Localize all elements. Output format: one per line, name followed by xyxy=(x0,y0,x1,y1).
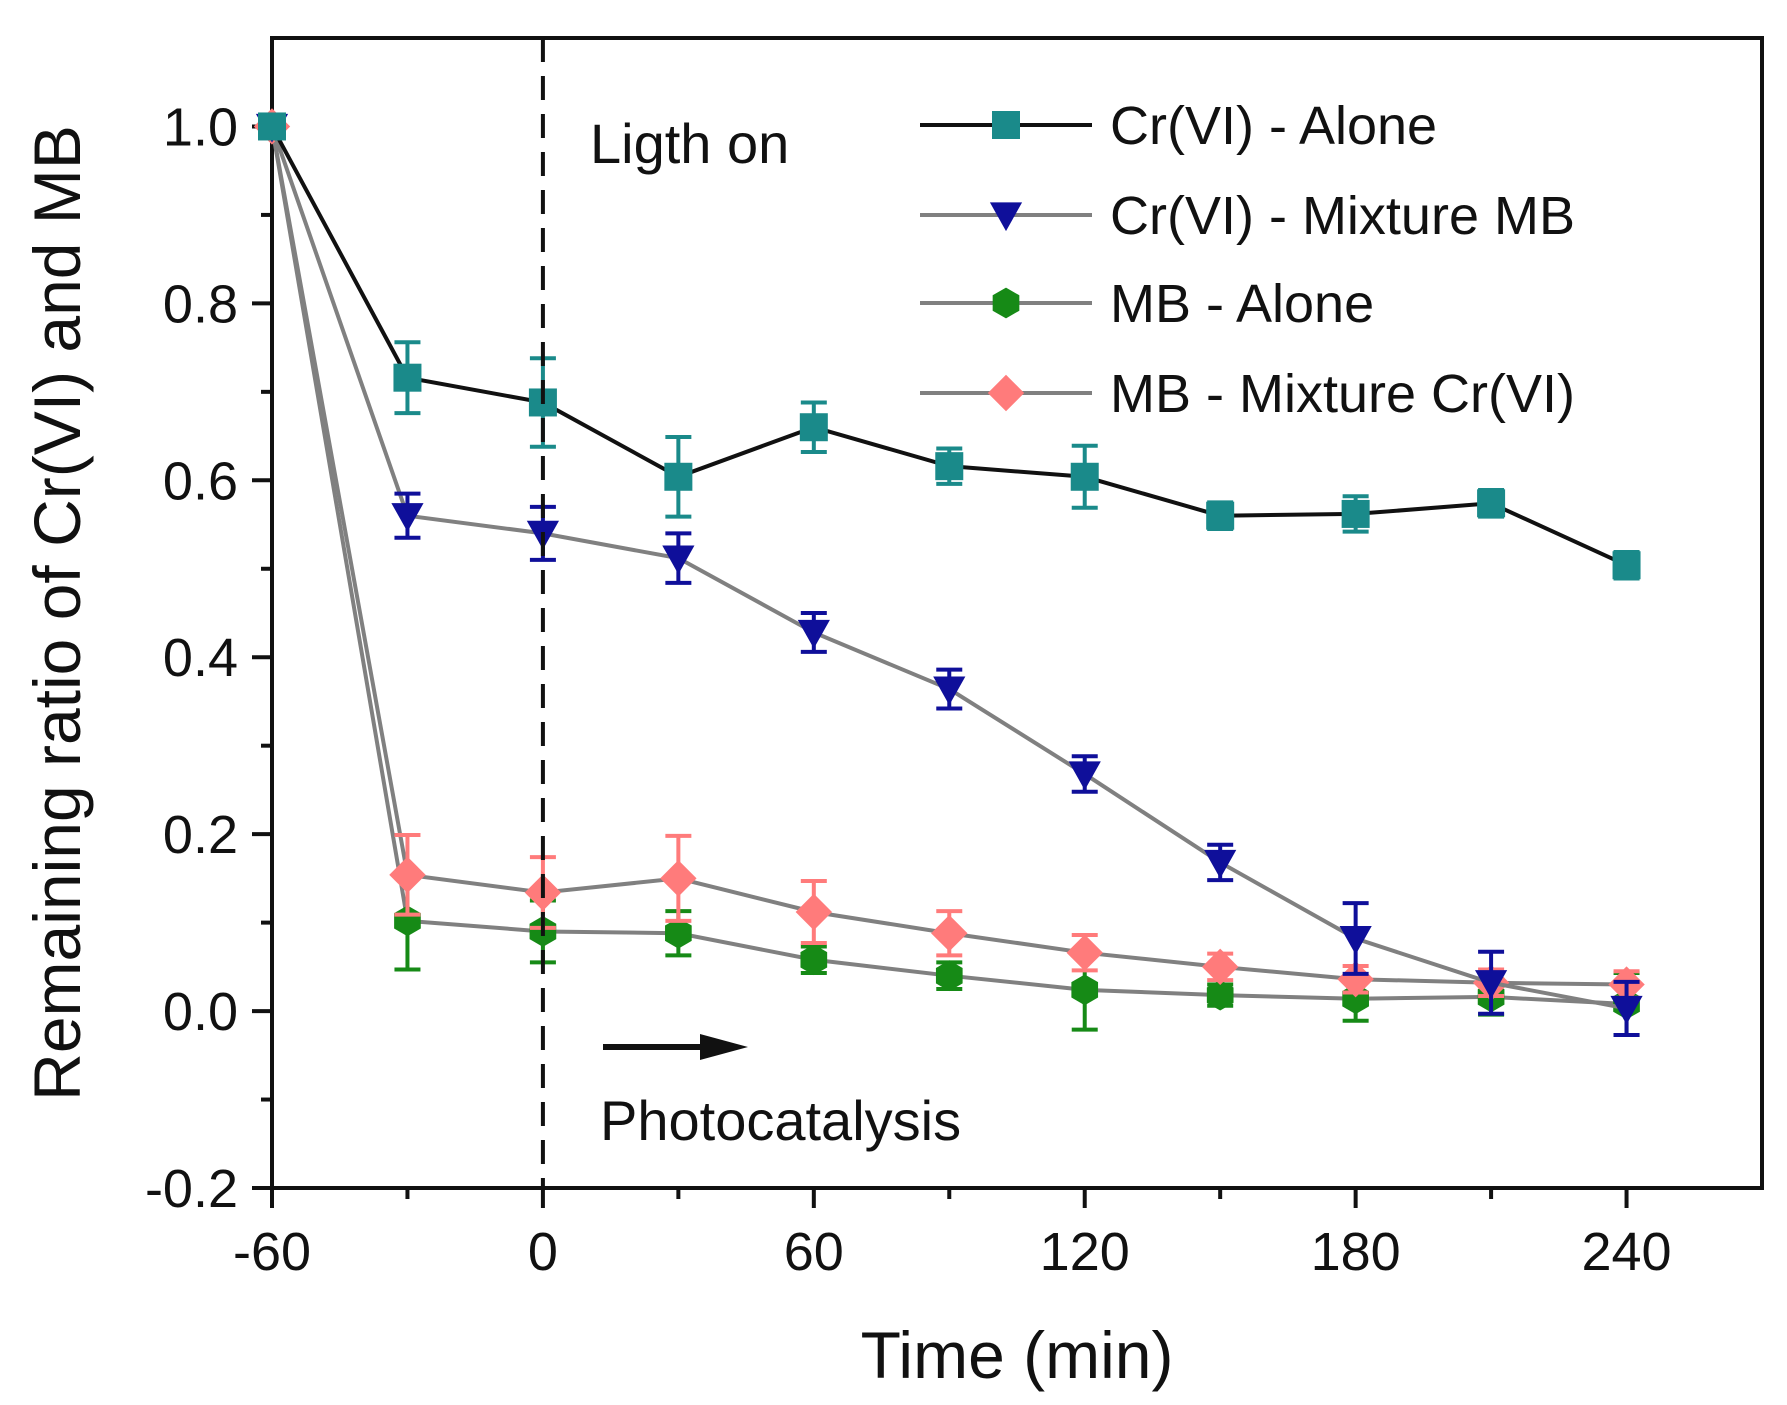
data-point xyxy=(1206,979,1234,1011)
data-point xyxy=(800,944,828,976)
x-tick-label: -60 xyxy=(233,1222,311,1282)
legend-marker xyxy=(992,287,1020,319)
data-point xyxy=(1341,499,1370,528)
data-point xyxy=(1337,961,1374,998)
data-point xyxy=(1066,934,1103,971)
legend-marker xyxy=(992,111,1020,139)
legend: Cr(VI) - Alone Cr(VI) - Mixture MB MB - Al… xyxy=(920,96,1575,424)
series-line xyxy=(270,126,1627,987)
axes: -60 0 60 120 180 240 -0.2 0.0 0.2 0.4 0.6 0.8 1.0 Tim… xyxy=(20,36,1764,1392)
data-point xyxy=(662,545,695,575)
data-point xyxy=(1071,974,1099,1006)
data-point xyxy=(1610,995,1643,1025)
data-point xyxy=(389,856,426,894)
data-point xyxy=(931,915,968,952)
x-tick-label: 60 xyxy=(784,1222,844,1282)
legend-item-2: MB - Alone xyxy=(920,274,1374,334)
y-tick-label: 0.4 xyxy=(163,628,238,688)
series-0 xyxy=(258,112,1641,581)
data-point xyxy=(1068,761,1101,791)
annotation-photocatalysis: Photocatalysis xyxy=(600,1089,961,1152)
data-point xyxy=(664,462,693,491)
data-point xyxy=(1206,501,1235,530)
annotation-light-on: Ligth on xyxy=(590,112,789,175)
x-tick-label: 120 xyxy=(1040,1222,1130,1282)
y-tick-label: 0.2 xyxy=(163,805,238,865)
data-point xyxy=(1477,489,1506,518)
x-tick-label: 240 xyxy=(1581,1222,1671,1282)
x-tick-label: 180 xyxy=(1311,1222,1401,1282)
legend-item-3: MB - Mixture Cr(VI) xyxy=(920,364,1575,424)
legend-marker xyxy=(987,374,1025,412)
series-line xyxy=(270,125,1627,1011)
data-point xyxy=(1612,551,1641,580)
data-point xyxy=(258,112,286,141)
y-tick-label: 1.0 xyxy=(163,97,238,157)
legend-label: MB - Mixture Cr(VI) xyxy=(1110,364,1575,424)
data-point xyxy=(391,503,424,532)
x-axis-title: Time (min) xyxy=(861,1318,1174,1392)
arrow-head xyxy=(700,1034,748,1060)
y-tick-label: -0.2 xyxy=(145,1159,238,1219)
data-point xyxy=(795,893,833,931)
data-point xyxy=(933,676,966,706)
legend-label: Cr(VI) - Mixture MB xyxy=(1110,186,1575,246)
plot-frame xyxy=(270,36,1764,1190)
data-point xyxy=(1070,462,1099,491)
data-point xyxy=(1204,849,1237,879)
y-tick-label: 0.6 xyxy=(163,451,238,511)
data-point xyxy=(935,960,963,992)
data-point xyxy=(797,619,830,649)
data-point xyxy=(1339,925,1372,955)
legend-marker xyxy=(989,202,1023,232)
data-point xyxy=(1474,970,1508,999)
data-point xyxy=(393,363,422,392)
y-tick-label: 0.8 xyxy=(163,274,238,334)
legend-item-1: Cr(VI) - Mixture MB xyxy=(920,186,1575,246)
annotations: Ligth on Photocatalysis xyxy=(540,38,961,1188)
x-tick-label: 0 xyxy=(528,1222,558,1282)
data-point xyxy=(660,860,697,897)
series-layer xyxy=(253,108,1645,1037)
y-tick-label: 0.0 xyxy=(163,982,238,1042)
series-2 xyxy=(258,111,1640,1037)
legend-label: MB - Alone xyxy=(1110,274,1374,334)
data-point xyxy=(799,413,828,442)
series-line xyxy=(270,126,1627,1006)
y-axis-title: Remaining ratio of Cr(VI) and MB xyxy=(20,125,94,1101)
data-point xyxy=(665,917,692,949)
data-point xyxy=(935,452,964,481)
data-point xyxy=(1201,948,1239,986)
series-1 xyxy=(255,113,1643,1037)
legend-label: Cr(VI) - Alone xyxy=(1110,96,1437,156)
legend-item-0: Cr(VI) - Alone xyxy=(920,96,1437,156)
